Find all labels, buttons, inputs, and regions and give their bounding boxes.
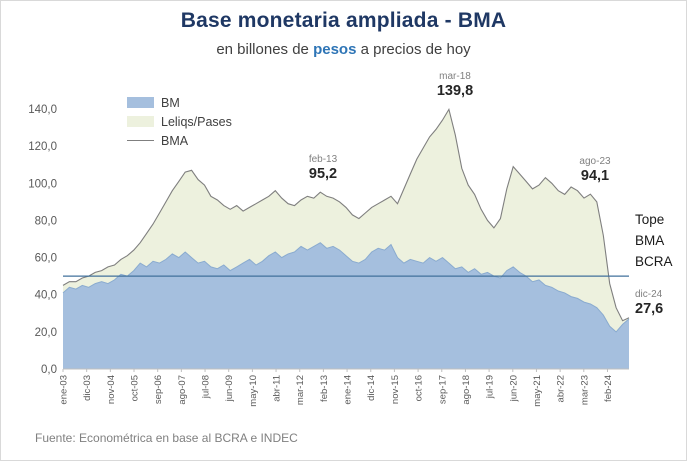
legend-item-bma: BMA (127, 131, 232, 150)
x-tick-label: sep-17 (437, 375, 448, 404)
leliqs-area (63, 109, 629, 332)
y-tick-label: 80,0 (35, 215, 57, 227)
legend-swatch (127, 97, 154, 108)
x-tick-label: ene-03 (59, 375, 70, 405)
legend-item-leliqs-pases: Leliqs/Pases (127, 112, 232, 131)
source-note: Fuente: Econométrica en base al BCRA e I… (35, 431, 298, 445)
x-tick-label: feb-24 (603, 375, 614, 402)
y-tick-label: 0,0 (41, 364, 57, 376)
x-tick-label: jul-19 (485, 375, 496, 399)
y-tick-label: 20,0 (35, 327, 57, 339)
tope-line-1: Tope (635, 212, 665, 227)
legend-label: Leliqs/Pases (161, 114, 232, 129)
legend-swatch (127, 116, 154, 127)
y-tick-label: 140,0 (28, 104, 57, 116)
x-tick-label: ene-14 (343, 375, 354, 405)
legend-label: BMA (161, 133, 189, 148)
bm-edge-line (62, 242, 630, 333)
subtitle-suffix: a precios de hoy (356, 41, 471, 58)
chart-legend: BM Leliqs/Pases BMA (127, 93, 232, 150)
y-tick-label: 40,0 (35, 290, 57, 302)
annotation-dic-24: dic-24 27,6 (635, 289, 663, 318)
legend-item-bm: BM (127, 93, 232, 112)
annotation-date: dic-24 (635, 289, 663, 300)
x-tick-label: mar-12 (295, 375, 306, 405)
chart-title: Base monetaria ampliada - BMA (180, 9, 507, 32)
bma-line (62, 107, 630, 322)
chart-subtitle: en billones de pesos a precios de hoy (1, 41, 686, 58)
tope-line-2: BMA (635, 233, 665, 248)
x-tick-label: sep-06 (153, 375, 164, 404)
x-tick-label: may-21 (532, 375, 543, 407)
legend-swatch (127, 140, 154, 141)
subtitle-prefix: en billones de (216, 41, 314, 58)
x-tick-label: ago-07 (177, 375, 188, 405)
x-tick-label: may-10 (248, 375, 259, 407)
x-tick-label: mar-23 (579, 375, 590, 405)
annotation-value: 27,6 (635, 301, 664, 317)
x-tick-label: nov-15 (390, 375, 401, 404)
x-tick-label: feb-13 (319, 375, 330, 402)
tope-line-3: BCRA (635, 254, 673, 269)
x-tick-label: abr-22 (556, 375, 567, 402)
x-tick-label: oct-16 (414, 375, 425, 401)
y-tick-label: 100,0 (28, 178, 57, 190)
x-tick-label: oct-05 (130, 375, 141, 401)
y-tick-label: 60,0 (35, 253, 57, 265)
x-tick-label: abr-11 (272, 375, 283, 402)
x-tick-label: dic-14 (366, 375, 377, 401)
y-tick-label: 120,0 (28, 141, 57, 153)
x-tick-label: jul-08 (201, 375, 212, 399)
x-tick-label: nov-04 (106, 375, 117, 404)
x-tick-label: jun-09 (224, 375, 235, 402)
bm-area (63, 242, 629, 369)
tope-label: Tope BMA BCRA (635, 209, 673, 272)
subtitle-highlight: pesos (313, 41, 357, 58)
x-tick-label: dic-03 (82, 375, 93, 401)
legend-label: BM (161, 95, 180, 110)
x-tick-label: ago-18 (461, 375, 472, 405)
x-tick-label: jun-20 (508, 375, 519, 402)
